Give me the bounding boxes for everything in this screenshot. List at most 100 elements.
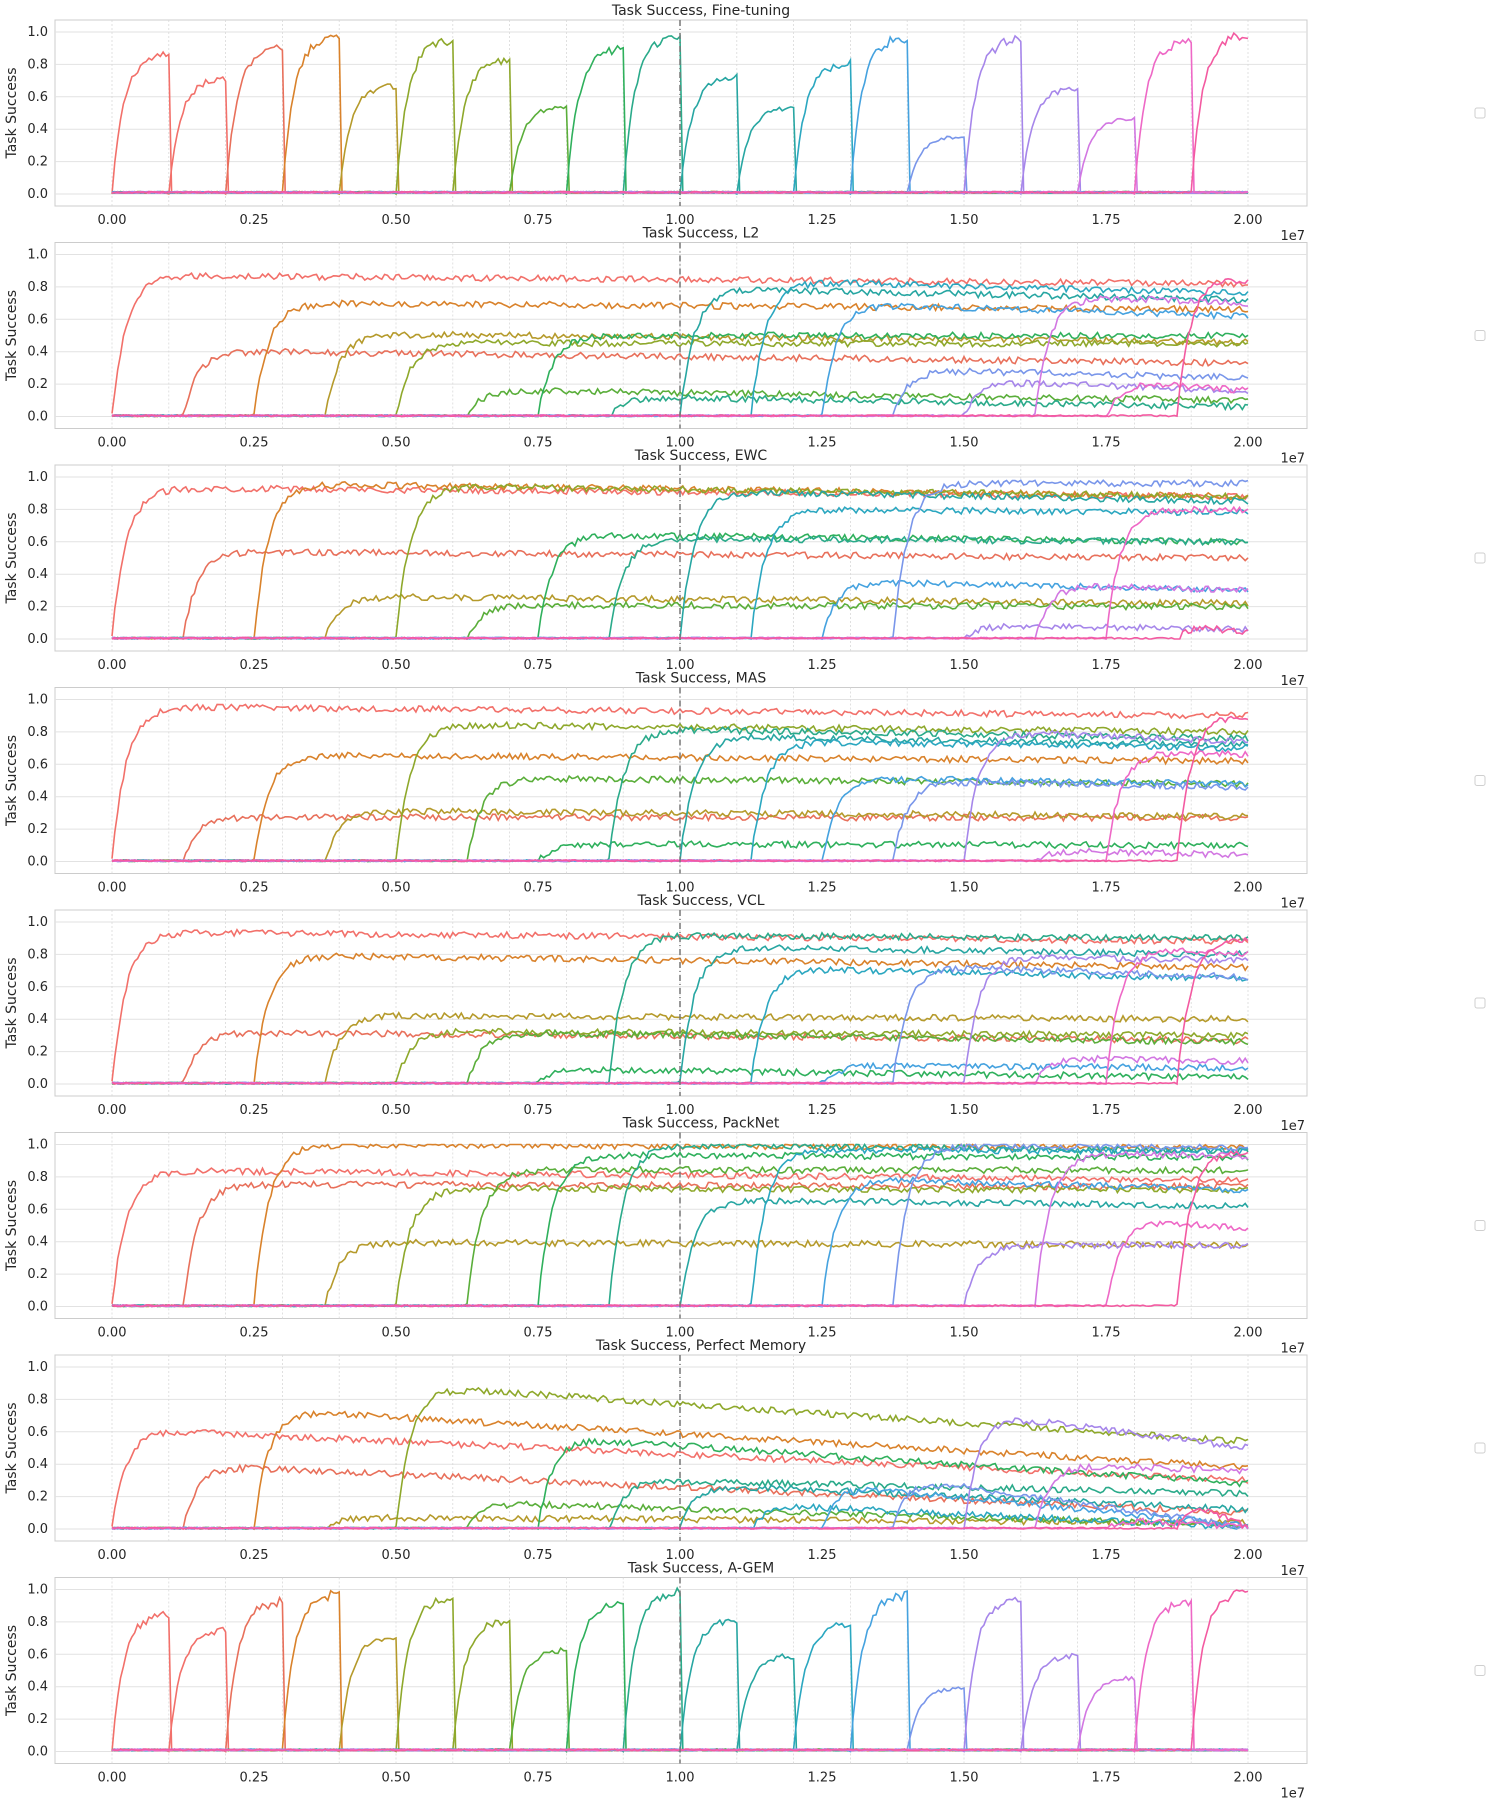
- y-tick-label: 0.4: [27, 1457, 48, 1472]
- x-tick-label: 1.00: [666, 1326, 695, 1341]
- legend-box: [1474, 552, 1486, 564]
- y-tick-label: 0.2: [27, 600, 48, 615]
- y-tick-label: 0.6: [27, 757, 48, 772]
- x-tick-label: 0.25: [240, 1103, 269, 1118]
- series-line: [112, 1410, 1249, 1531]
- x-tick-label: 1.75: [1092, 881, 1121, 896]
- x-tick-label: 1.50: [950, 1326, 979, 1341]
- y-tick-label: 0.4: [27, 1680, 48, 1695]
- x-tick-label: 1.00: [666, 1548, 695, 1563]
- x-tick-label: 1.75: [1092, 1103, 1121, 1118]
- x-tick-label: 1.00: [666, 1103, 695, 1118]
- y-tick-label: 0.6: [27, 90, 48, 105]
- x-offset-text: 1e7: [1280, 897, 1305, 912]
- x-tick-label: 1.75: [1092, 658, 1121, 673]
- x-tick-label: 0.50: [382, 1771, 411, 1786]
- series-line: [111, 751, 1249, 863]
- y-tick-label: 0.4: [27, 345, 48, 360]
- x-tick-label: 0.75: [524, 1548, 553, 1563]
- x-tick-label: 0.50: [382, 1326, 411, 1341]
- x-tick-label: 0.00: [98, 1771, 127, 1786]
- x-tick-label: 1.00: [666, 213, 695, 228]
- y-axis-label: Task Success: [4, 1625, 20, 1717]
- y-tick-label: 0.2: [27, 1267, 48, 1282]
- y-axis-label: Task Success: [4, 1402, 20, 1494]
- x-tick-label: 1.00: [666, 436, 695, 451]
- x-tick-label: 0.50: [382, 658, 411, 673]
- y-tick-label: 1.0: [27, 248, 48, 263]
- legend-box: [1474, 1442, 1486, 1454]
- x-offset-text: 1e7: [1280, 1119, 1305, 1134]
- series-line: [111, 1179, 1249, 1308]
- x-tick-label: 2.00: [1234, 658, 1263, 673]
- y-tick-label: 0.8: [27, 57, 48, 72]
- x-tick-label: 0.00: [98, 436, 127, 451]
- x-tick-label: 2.00: [1234, 436, 1263, 451]
- y-tick-label: 0.0: [27, 1300, 48, 1315]
- y-tick-label: 0.0: [27, 1745, 48, 1760]
- x-tick-label: 1.00: [666, 881, 695, 896]
- y-tick-label: 0.6: [27, 1425, 48, 1440]
- y-axis-label: Task Success: [4, 735, 20, 827]
- series-line: [111, 548, 1249, 640]
- plot-area: [54, 1132, 1308, 1319]
- panel-5: 0.0 0.2 0.4 0.6 0.8 1.0 0.00 0.25 0.50 0.75 1.00 1.…: [4, 893, 1486, 1134]
- legend-box: [1474, 1220, 1486, 1231]
- y-axis-label: Task Success: [4, 1180, 20, 1272]
- x-tick-label: 0.75: [524, 1103, 553, 1118]
- x-offset-text: 1e7: [1280, 229, 1305, 244]
- x-tick-label: 0.75: [524, 1326, 553, 1341]
- y-axis-label: Task Success: [4, 512, 20, 604]
- y-tick-label: 0.8: [27, 1615, 48, 1630]
- legend-box: [1474, 775, 1486, 786]
- x-tick-label: 1.50: [950, 658, 979, 673]
- series-line: [111, 703, 1249, 859]
- y-tick-label: 0.2: [27, 1712, 48, 1727]
- panel-2: 0.0 0.2 0.4 0.6 0.8 1.0 0.00 0.25 0.50 0.75 1.00 1.…: [4, 226, 1486, 467]
- y-tick-label: 0.2: [27, 822, 48, 837]
- x-tick-label: 0.00: [98, 658, 127, 673]
- panel-1: 0.0 0.2 0.4 0.6 0.8 1.0 0.00 0.25 0.50 0.75 1.00 1.…: [4, 3, 1486, 244]
- panel-title: Task Success, Perfect Memory: [595, 1338, 806, 1354]
- panel-title: Task Success, VCL: [636, 893, 764, 909]
- x-tick-label: 1.25: [808, 1326, 837, 1341]
- x-offset-text: 1e7: [1280, 674, 1305, 689]
- panel-title: Task Success, L2: [642, 226, 760, 242]
- x-tick-label: 1.50: [950, 213, 979, 228]
- y-tick-label: 0.6: [27, 980, 48, 995]
- x-tick-label: 1.25: [808, 881, 837, 896]
- y-tick-label: 0.6: [27, 312, 48, 327]
- x-offset-text: 1e7: [1280, 452, 1305, 467]
- x-tick-label: 2.00: [1234, 1548, 1263, 1563]
- x-tick-label: 1.25: [808, 658, 837, 673]
- x-tick-label: 1.00: [666, 658, 695, 673]
- x-tick-label: 1.50: [950, 436, 979, 451]
- y-tick-label: 0.2: [27, 377, 48, 392]
- x-tick-label: 0.50: [382, 1548, 411, 1563]
- x-tick-label: 0.75: [524, 658, 553, 673]
- x-tick-label: 0.25: [240, 1326, 269, 1341]
- x-tick-label: 0.00: [98, 1548, 127, 1563]
- x-tick-label: 1.25: [808, 1103, 837, 1118]
- x-offset-text: 1e7: [1280, 1787, 1305, 1802]
- y-tick-label: 0.8: [27, 502, 48, 517]
- y-axis-label: Task Success: [4, 67, 20, 159]
- y-tick-label: 0.8: [27, 947, 48, 962]
- series-line: [111, 1429, 1249, 1527]
- x-tick-label: 0.50: [382, 213, 411, 228]
- x-tick-label: 1.25: [808, 1771, 837, 1786]
- x-tick-label: 2.00: [1234, 881, 1263, 896]
- y-tick-label: 1.0: [27, 470, 48, 485]
- y-tick-label: 1.0: [27, 1360, 48, 1375]
- legend-box: [1474, 330, 1486, 341]
- x-tick-label: 2.00: [1234, 213, 1263, 228]
- x-tick-label: 0.75: [524, 213, 553, 228]
- x-tick-label: 1.75: [1092, 436, 1121, 451]
- panel-7: 0.0 0.2 0.4 0.6 0.8 1.0 0.00 0.25 0.50 0.75 1.00 1.…: [4, 1338, 1486, 1579]
- y-tick-label: 1.0: [27, 1138, 48, 1153]
- x-tick-label: 0.75: [524, 436, 553, 451]
- x-tick-label: 1.75: [1092, 1771, 1121, 1786]
- x-tick-label: 0.00: [98, 881, 127, 896]
- x-tick-label: 0.25: [240, 881, 269, 896]
